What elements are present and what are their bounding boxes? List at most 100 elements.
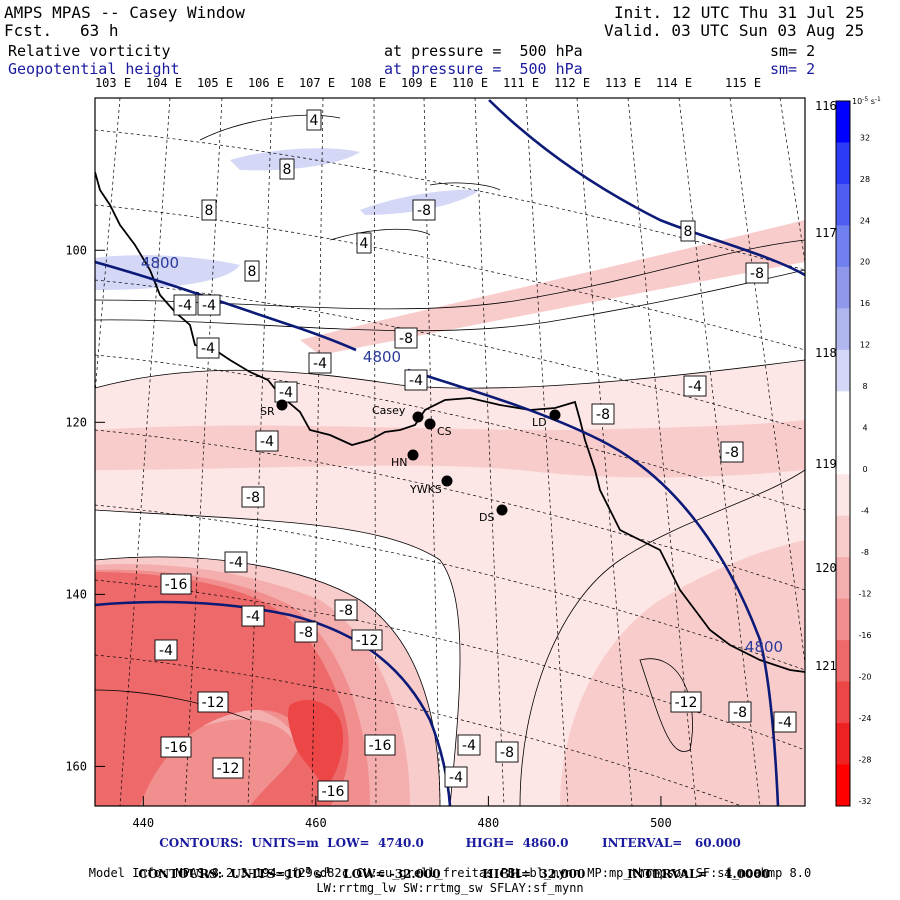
- footer-height-contours: CONTOURS: UNITS=m LOW= 4740.0 HIGH= 4860…: [159, 836, 741, 850]
- height-contour-central: [407, 368, 780, 806]
- vorticity-contour-label: 8: [283, 162, 292, 178]
- station-label: HN: [391, 456, 408, 469]
- vorticity-label-box: [154, 639, 178, 661]
- field-1-smoothing: sm= 2: [770, 42, 816, 60]
- vorticity-fill-minus8-upper: [300, 220, 805, 355]
- footer-vort-s: s: [310, 867, 322, 881]
- vorticity-contour-label: -8: [733, 705, 747, 721]
- footer-vort-sexp: -1: [321, 865, 331, 875]
- vorticity-contour-label: -16: [322, 784, 345, 800]
- vorticity-contour-label: -4: [778, 715, 792, 731]
- vorticity-contour-label: -4: [260, 434, 274, 450]
- station-label: LD: [532, 416, 547, 429]
- vorticity-contour-label: -4: [688, 379, 702, 395]
- longitude-label: 105 E: [197, 76, 233, 90]
- vorticity-label-box: [364, 734, 396, 756]
- vorticity-label-box: [356, 232, 372, 254]
- vorticity-label-box: [173, 294, 197, 316]
- vorticity-contour-label: 4: [360, 236, 369, 252]
- vorticity-contour-label: -4: [202, 298, 216, 314]
- vorticity-label-box: [224, 551, 248, 573]
- vorticity-contour-label: -8: [500, 745, 514, 761]
- colorbar-tick-label: 12: [860, 341, 870, 350]
- footer-model-info: Model Info: MPASv8.2.3-194-gf29cd82c CU:…: [88, 866, 812, 880]
- vorticity-contour-label: -8: [596, 407, 610, 423]
- contour-line: [329, 228, 431, 241]
- vorticity-fill-plus8-b: [230, 148, 360, 171]
- colorbar-swatch: [836, 391, 850, 434]
- colorbar-unit-exp: -5: [862, 96, 868, 103]
- vorticity-label-box: [241, 486, 265, 508]
- vorticity-contour-label: -4: [449, 770, 463, 786]
- contour-line: [429, 182, 501, 191]
- vorticity-contour-label: -12: [356, 633, 379, 649]
- contour-line: [199, 114, 341, 141]
- plot-frame: [94, 97, 806, 807]
- vorticity-contour-label: -8: [750, 266, 764, 282]
- vorticity-contour-label: -4: [462, 738, 476, 754]
- vorticity-label-box: [197, 691, 229, 713]
- longitude-label: 106 E: [248, 76, 284, 90]
- vorticity-contour-label: -4: [229, 555, 243, 571]
- meridian-line: [373, 98, 377, 806]
- colorbar-tick-label: 16: [860, 299, 870, 308]
- vorticity-label-box: [394, 327, 418, 349]
- vorticity-label-box: [444, 766, 468, 788]
- vorticity-label-box: [160, 736, 192, 758]
- vorticity-label-box: [201, 199, 217, 221]
- field-1-pressure: at pressure = 500 hPa: [384, 42, 583, 60]
- colorbar-swatch: [836, 142, 850, 185]
- contour-line: [95, 689, 251, 721]
- colorbar-swatch: [836, 598, 850, 641]
- contour-line: [639, 658, 693, 752]
- vorticity-contour-label: -12: [675, 695, 698, 711]
- vorticity-label-box: [728, 701, 752, 723]
- graticule: [95, 98, 805, 806]
- longitude-label: 114 E: [656, 76, 692, 90]
- height-contours: [95, 99, 805, 806]
- parallel-line: [95, 204, 805, 351]
- vorticity-label-box: [773, 711, 797, 733]
- colorbar-unit-s: s: [868, 97, 875, 106]
- vorticity-label-box: [457, 734, 481, 756]
- colorbar-swatch: [836, 432, 850, 475]
- vorticity-label-box: [745, 262, 769, 284]
- height-contour-south: [95, 600, 452, 806]
- meridian-line: [311, 98, 324, 806]
- y-tick-label: 120: [65, 415, 87, 429]
- parallel-line: [95, 654, 743, 806]
- meridian-line: [474, 98, 505, 806]
- colorbar-tick-label: -24: [858, 714, 871, 723]
- station-marker: [441, 475, 453, 487]
- vorticity-contour-label: -16: [165, 740, 188, 756]
- meridian-line: [119, 98, 171, 806]
- colorbar-swatch: [836, 557, 850, 600]
- colorbar-swatch: [836, 640, 850, 683]
- valid-time: Valid. 03 UTC Sun 03 Aug 25: [604, 21, 865, 40]
- contour-line: [519, 469, 805, 806]
- footer-vort-exp: -5: [301, 865, 311, 875]
- meridian-line: [184, 98, 223, 806]
- longitude-label: 111 E: [503, 76, 539, 90]
- vorticity-label-box: [308, 352, 332, 374]
- init-time: Init. 12 UTC Thu 31 Jul 25: [614, 3, 865, 22]
- contour-line: [95, 509, 461, 806]
- colorbar-unit-base: 10: [852, 97, 862, 106]
- vorticity-contour-label: 8: [205, 203, 214, 219]
- vorticity-contour-label: -4: [279, 385, 293, 401]
- station-label: DS: [479, 511, 494, 524]
- vorticity-contour-label: -4: [178, 298, 192, 314]
- vorticity-label-box: [196, 337, 220, 359]
- vorticity-contour-label: -16: [165, 577, 188, 593]
- station-marker: [496, 504, 508, 516]
- vorticity-label-box: [334, 599, 358, 621]
- vorticity-contour-label: -4: [246, 609, 260, 625]
- contour-line: [95, 269, 805, 332]
- colorbar-tick-label: 32: [860, 133, 870, 142]
- colorbar-tick-label: 4: [862, 424, 867, 433]
- vorticity-contour-label: 4: [310, 113, 319, 129]
- vorticity-label-box: [317, 780, 349, 802]
- colorbar-units: 10-5 s-1: [852, 96, 881, 106]
- vorticity-label-box: [591, 403, 615, 425]
